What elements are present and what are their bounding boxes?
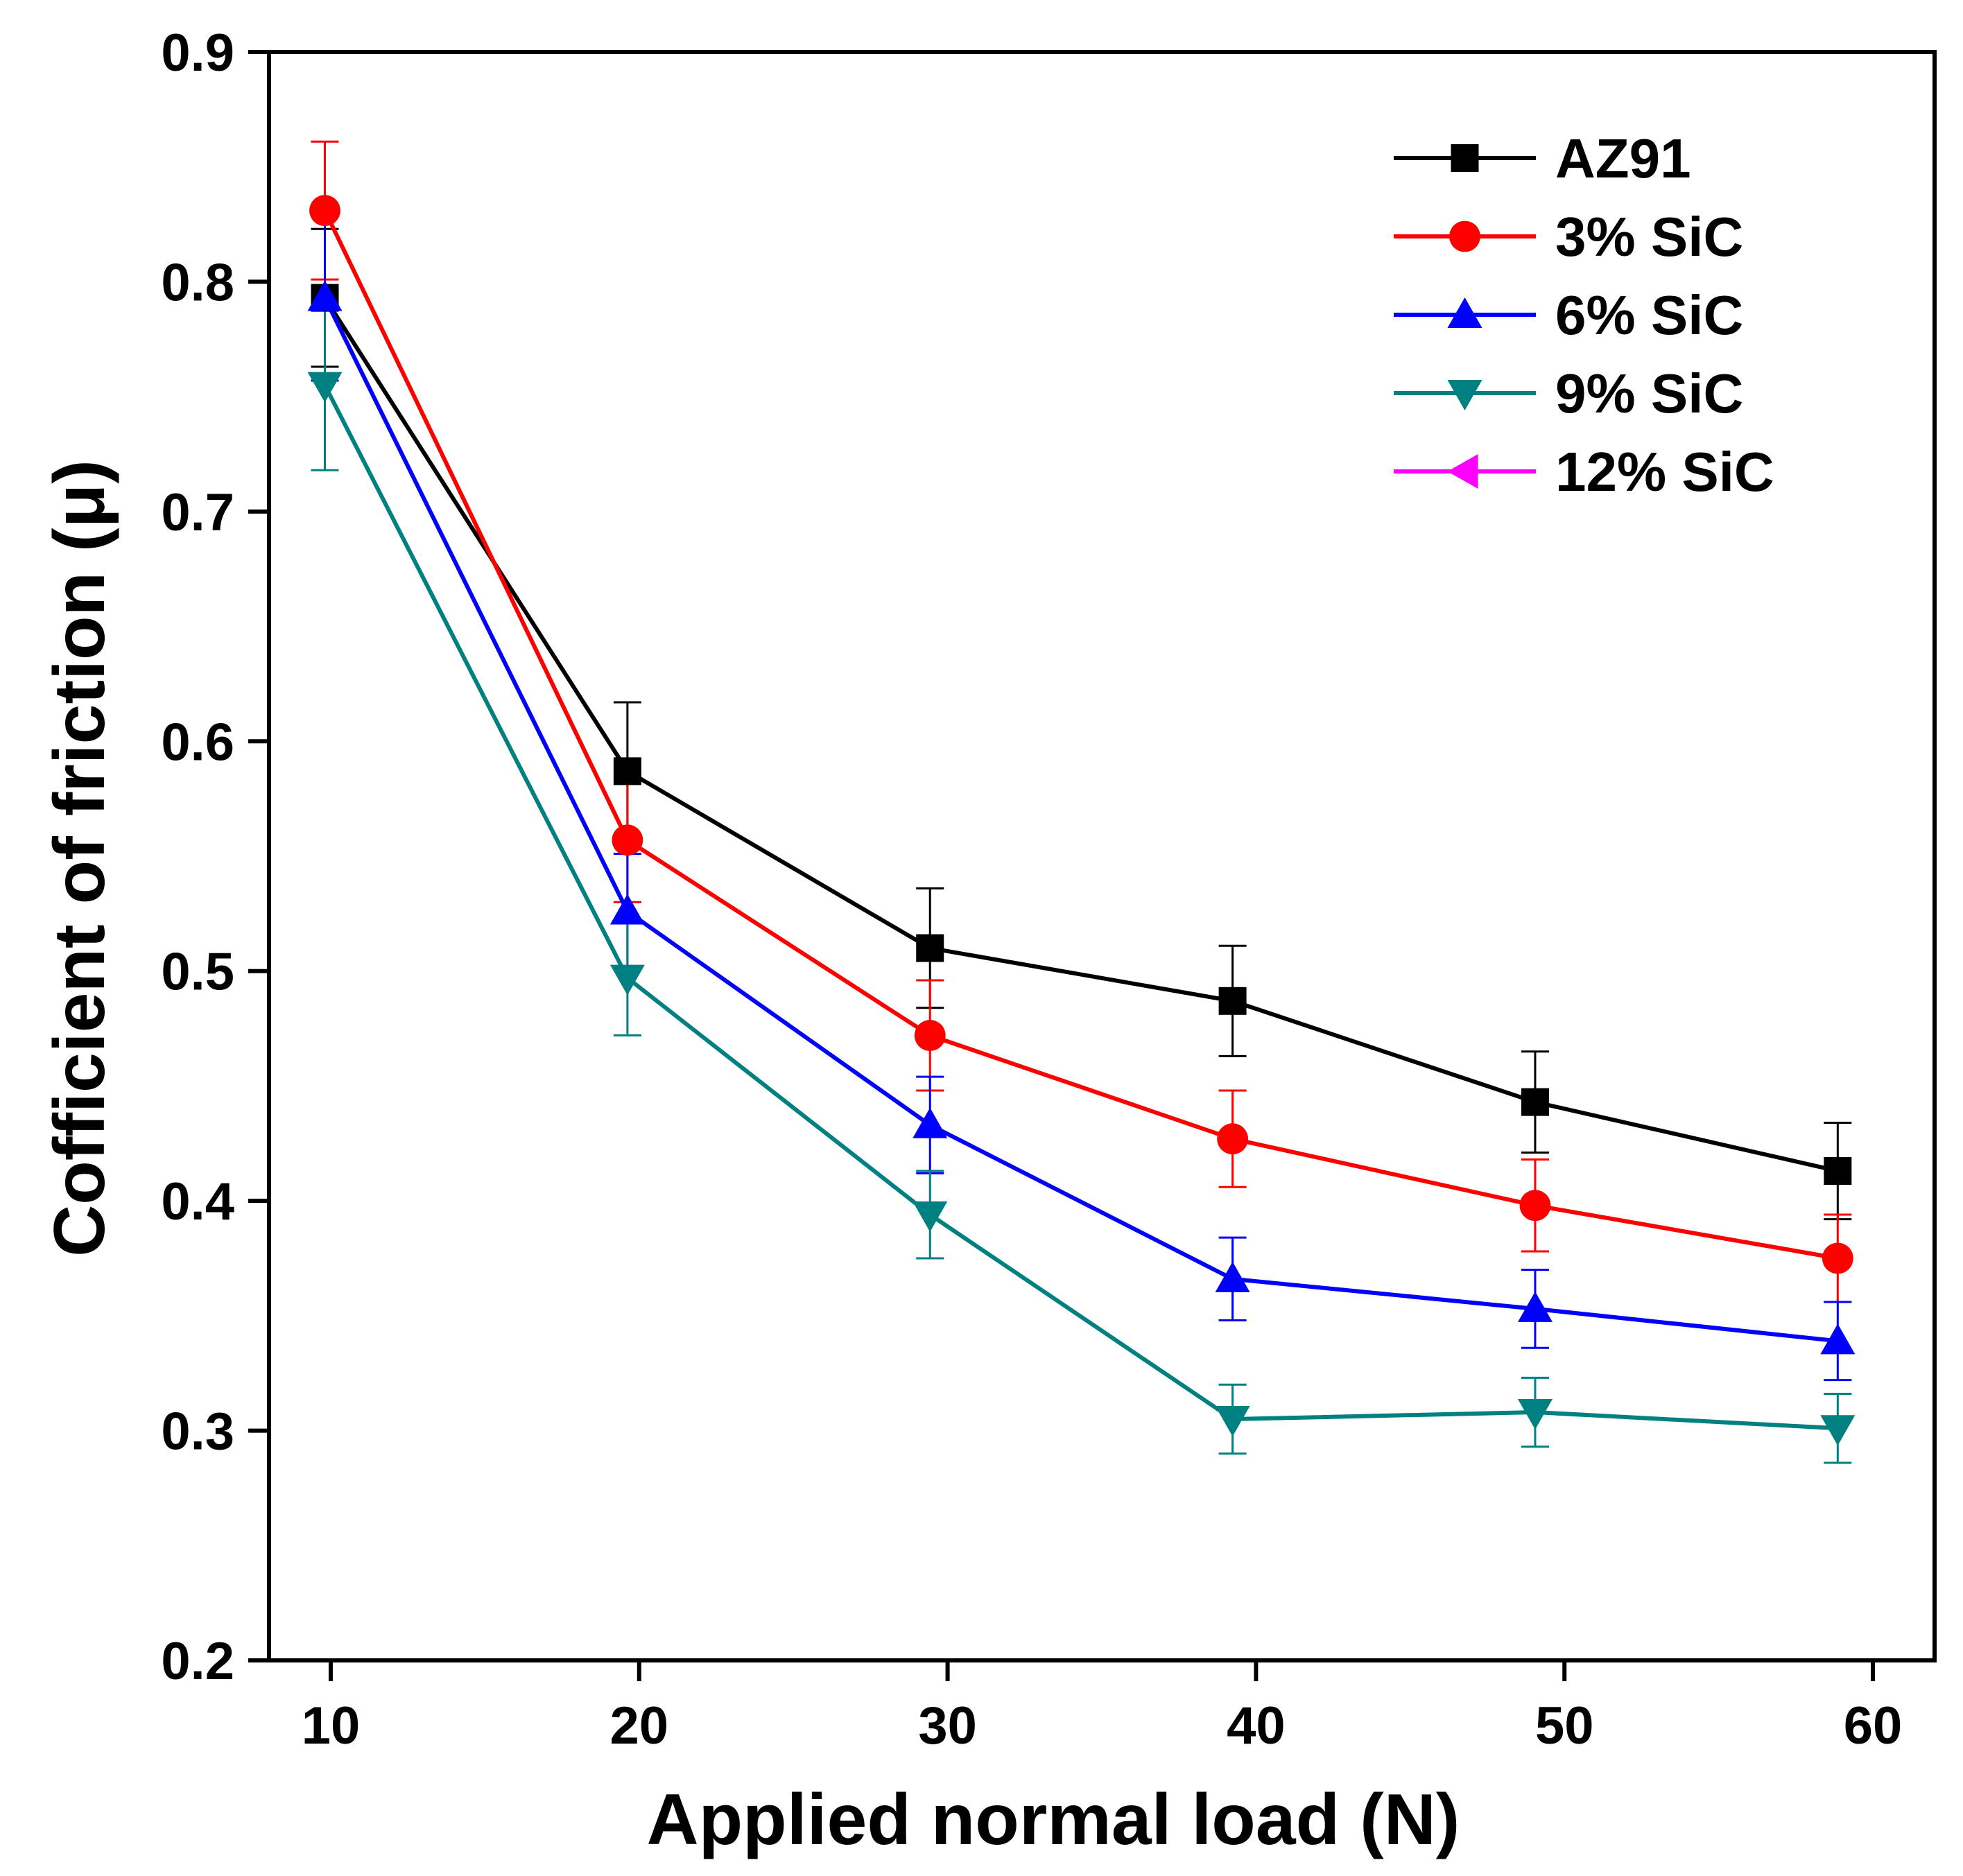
series-lines: [322, 209, 1838, 1431]
axis-ticks: 10 20 30 40 50 60 0.2 0.3 0.4 0.5 0.6 0.7 0.8 0.9: [161, 24, 1902, 1755]
legend-label-12-sic: 12% SiC: [1555, 441, 1774, 503]
x-tick-label: 10: [302, 1696, 361, 1755]
y-tick-label: 0.8: [161, 253, 234, 312]
legend-label-az91: AZ91: [1555, 128, 1691, 189]
x-tick-label: 60: [1844, 1696, 1903, 1755]
data-point-az91: [1218, 987, 1247, 1015]
legend-marker-6-sic: [1447, 297, 1482, 328]
data-point-6-sic: [1215, 1261, 1250, 1292]
y-tick-label: 0.5: [161, 943, 234, 1002]
y-tick-label: 0.2: [161, 1632, 234, 1691]
data-markers: [307, 195, 1856, 1446]
data-point-3-sic: [612, 824, 643, 856]
data-point-9-sic: [913, 1201, 948, 1233]
legend: AZ91 3% SiC 6% SiC 9% SiC 12% SiC: [1394, 128, 1774, 503]
data-point-3-sic: [309, 195, 340, 227]
legend-marker-az91: [1451, 144, 1479, 172]
data-point-9-sic: [609, 964, 645, 996]
x-tick-label: 30: [918, 1696, 977, 1755]
data-point-az91: [613, 757, 641, 785]
plot-border: [267, 50, 1937, 1662]
legend-label-9-sic: 9% SiC: [1555, 363, 1743, 424]
data-point-6-sic: [307, 280, 343, 311]
data-point-az91: [1824, 1157, 1852, 1185]
plot-frame: [267, 50, 1937, 1662]
series-line-9-sic: [322, 384, 1838, 1431]
data-point-9-sic: [307, 372, 343, 403]
error-bars: [311, 140, 1852, 1464]
x-tick-label: 50: [1535, 1696, 1594, 1755]
y-tick-label: 0.4: [161, 1172, 234, 1231]
data-point-az91: [916, 934, 944, 962]
data-point-3-sic: [1217, 1123, 1249, 1155]
data-point-6-sic: [913, 1107, 948, 1138]
legend-label-6-sic: 6% SiC: [1555, 284, 1743, 346]
data-point-9-sic: [1215, 1406, 1250, 1436]
y-tick-label: 0.7: [161, 483, 234, 542]
data-point-6-sic: [609, 894, 645, 925]
y-tick-label: 0.6: [161, 713, 234, 772]
data-point-6-sic: [1820, 1323, 1856, 1355]
data-point-3-sic: [914, 1020, 946, 1051]
data-point-3-sic: [1822, 1242, 1853, 1274]
data-point-3-sic: [1519, 1190, 1551, 1222]
series-line-6-sic: [322, 297, 1838, 1344]
legend-label-3-sic: 3% SiC: [1555, 206, 1743, 268]
series-line-3-sic: [322, 209, 1838, 1260]
y-tick-label: 0.9: [161, 24, 234, 82]
series-line-az91: [322, 297, 1838, 1173]
legend-marker-9-sic: [1447, 380, 1482, 410]
data-point-6-sic: [1517, 1291, 1553, 1322]
y-axis-label: Cofficient of friction (μ): [40, 460, 120, 1257]
data-point-9-sic: [1517, 1399, 1553, 1430]
data-point-9-sic: [1820, 1415, 1856, 1446]
legend-marker-3-sic: [1449, 220, 1480, 252]
legend-marker-12-sic: [1447, 454, 1478, 489]
y-tick-label: 0.3: [161, 1402, 234, 1461]
x-axis-label: Applied normal load (N): [647, 1780, 1460, 1860]
x-tick-label: 20: [610, 1696, 669, 1755]
data-point-az91: [1521, 1088, 1549, 1116]
x-tick-label: 40: [1227, 1696, 1286, 1755]
